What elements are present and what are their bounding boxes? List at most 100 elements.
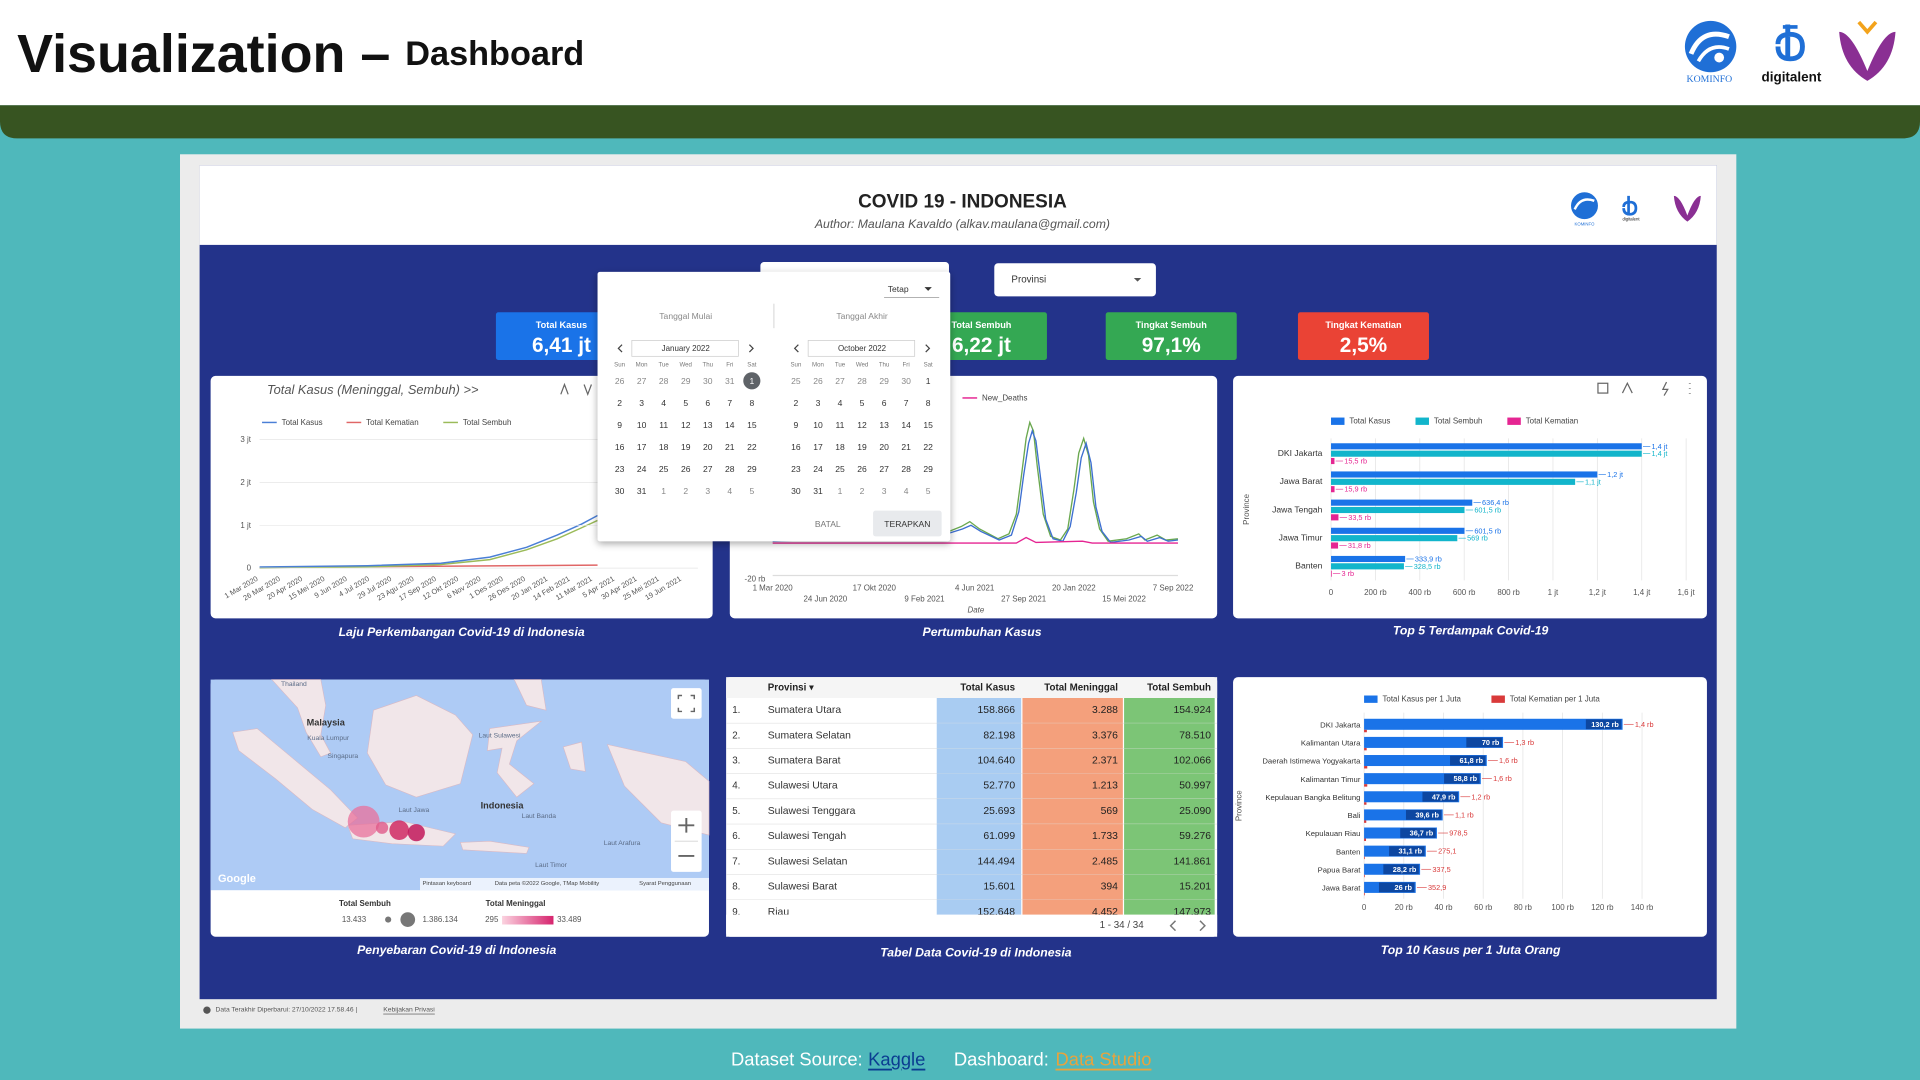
day[interactable]: 25 — [791, 376, 801, 386]
day[interactable]: 27 — [637, 376, 647, 386]
day[interactable]: 3 — [639, 398, 644, 408]
province-filter[interactable] — [994, 263, 1156, 297]
pagination-arrows[interactable] — [1169, 920, 1206, 932]
day[interactable]: 4 — [727, 486, 732, 496]
day[interactable]: 14 — [901, 420, 911, 430]
map-attribution[interactable]: Syarat Penggunaan — [639, 881, 691, 887]
day[interactable]: 26 — [857, 464, 867, 474]
day[interactable]: 2 — [617, 398, 622, 408]
day[interactable]: 9 — [617, 420, 622, 430]
day[interactable]: 26 — [813, 376, 823, 386]
chart-toolbar[interactable] — [560, 381, 1691, 397]
day[interactable]: 13 — [879, 420, 889, 430]
day[interactable]: 19 — [681, 442, 691, 452]
privacy-link[interactable]: Kebijakan Privasi — [383, 1007, 435, 1014]
day[interactable]: 16 — [615, 442, 625, 452]
apply-button[interactable] — [873, 510, 942, 537]
day[interactable]: 28 — [725, 464, 735, 474]
day[interactable]: 13 — [703, 420, 713, 430]
day[interactable]: 16 — [791, 442, 801, 452]
day[interactable]: 23 — [791, 464, 801, 474]
day[interactable]: 21 — [725, 442, 735, 452]
day[interactable]: 15 — [747, 420, 757, 430]
day[interactable]: 6 — [705, 398, 710, 408]
day[interactable]: 12 — [681, 420, 691, 430]
day[interactable]: 12 — [857, 420, 867, 430]
day[interactable]: 1 — [749, 376, 754, 386]
day[interactable]: 18 — [659, 442, 669, 452]
day[interactable]: 2 — [683, 486, 688, 496]
day[interactable]: 5 — [926, 486, 931, 496]
day[interactable]: 17 — [637, 442, 647, 452]
map-attribution[interactable]: Pintasan keyboard — [422, 881, 471, 887]
cancel-button[interactable]: BATAL — [815, 519, 841, 529]
day[interactable]: 4 — [838, 398, 843, 408]
source-link[interactable]: Kaggle — [868, 1049, 925, 1070]
day[interactable]: 28 — [659, 376, 669, 386]
day[interactable]: 6 — [882, 398, 887, 408]
day[interactable]: 29 — [879, 376, 889, 386]
day[interactable]: 19 — [857, 442, 867, 452]
picker-mode[interactable]: Tetap — [888, 284, 909, 294]
day[interactable]: 31 — [637, 486, 647, 496]
day[interactable]: 27 — [879, 464, 889, 474]
day[interactable]: 23 — [615, 464, 625, 474]
day[interactable]: 9 — [794, 420, 799, 430]
day[interactable]: 7 — [904, 398, 909, 408]
day[interactable]: 30 — [791, 486, 801, 496]
day[interactable]: 17 — [813, 442, 823, 452]
day[interactable]: 27 — [703, 464, 713, 474]
month-nav[interactable] — [617, 344, 754, 353]
day[interactable]: 22 — [747, 442, 757, 452]
fullscreen-button[interactable] — [671, 688, 702, 719]
day[interactable]: 2 — [860, 486, 865, 496]
day[interactable]: 8 — [926, 398, 931, 408]
day[interactable]: 10 — [637, 420, 647, 430]
day[interactable]: 28 — [901, 464, 911, 474]
day[interactable]: 25 — [835, 464, 845, 474]
day[interactable]: 21 — [901, 442, 911, 452]
day[interactable]: 3 — [705, 486, 710, 496]
day[interactable]: 22 — [923, 442, 933, 452]
day[interactable]: 26 — [681, 464, 691, 474]
day[interactable]: 25 — [659, 464, 669, 474]
day[interactable]: 5 — [860, 398, 865, 408]
day[interactable]: 1 — [926, 376, 931, 386]
day[interactable]: 28 — [857, 376, 867, 386]
day[interactable]: 29 — [923, 464, 933, 474]
day[interactable]: 10 — [813, 420, 823, 430]
map-attribution[interactable]: Data peta ©2022 Google, TMap Mobility — [495, 880, 600, 887]
day[interactable]: 27 — [835, 376, 845, 386]
day[interactable]: 20 — [703, 442, 713, 452]
day[interactable]: 29 — [747, 464, 757, 474]
day[interactable]: 4 — [904, 486, 909, 496]
day[interactable]: 5 — [683, 398, 688, 408]
day[interactable]: 11 — [659, 420, 668, 430]
day[interactable]: 8 — [749, 398, 754, 408]
day[interactable]: 15 — [923, 420, 933, 430]
day[interactable]: 1 — [661, 486, 666, 496]
day[interactable]: 26 — [615, 376, 625, 386]
day[interactable]: 31 — [813, 486, 823, 496]
month-select[interactable] — [807, 340, 916, 357]
day[interactable]: 30 — [703, 376, 713, 386]
day[interactable]: 30 — [615, 486, 625, 496]
day[interactable]: 24 — [813, 464, 823, 474]
day[interactable]: 20 — [879, 442, 889, 452]
province-filter-label[interactable]: Provinsi — [1011, 274, 1046, 285]
day[interactable]: 11 — [836, 420, 845, 430]
day[interactable]: 30 — [901, 376, 911, 386]
day[interactable]: 1 — [838, 486, 843, 496]
day[interactable]: 5 — [749, 486, 754, 496]
month-nav[interactable] — [793, 344, 931, 353]
month-select[interactable] — [631, 340, 739, 357]
day[interactable]: 4 — [661, 398, 666, 408]
day[interactable]: 29 — [681, 376, 691, 386]
source-link[interactable]: Data Studio — [1056, 1049, 1152, 1070]
day[interactable]: 2 — [794, 398, 799, 408]
day[interactable]: 3 — [882, 486, 887, 496]
day[interactable]: 31 — [725, 376, 735, 386]
day[interactable]: 7 — [727, 398, 732, 408]
day[interactable]: 18 — [835, 442, 845, 452]
day[interactable]: 24 — [637, 464, 647, 474]
